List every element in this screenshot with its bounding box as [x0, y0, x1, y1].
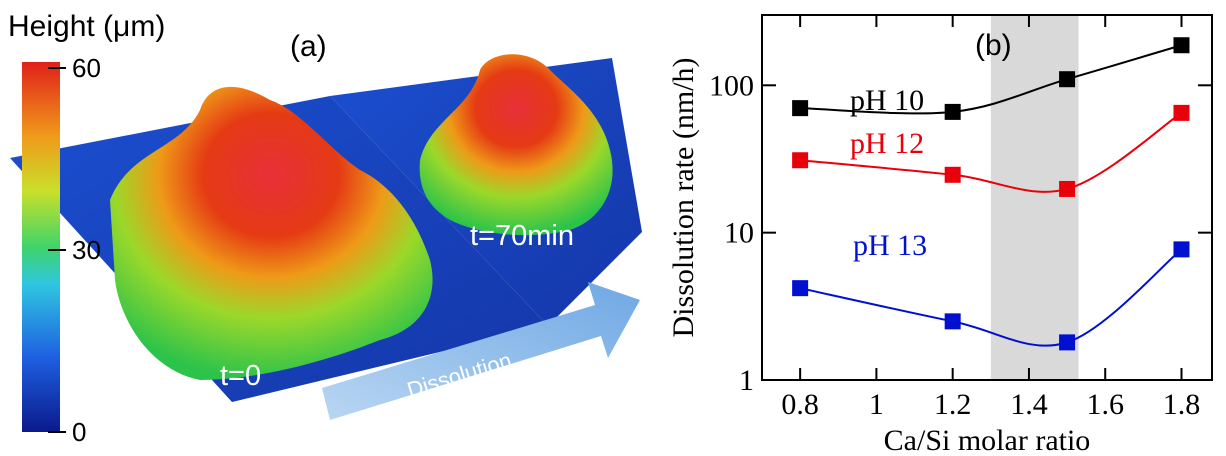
x-tick-label: 1.6 — [1086, 388, 1124, 421]
marker — [944, 313, 961, 330]
x-tick-label: 1.8 — [1163, 388, 1201, 421]
mound-after — [419, 54, 613, 236]
series-line — [800, 112, 1183, 193]
series-label: pH 10 — [850, 84, 924, 117]
y-tick-label: 10 — [724, 217, 754, 250]
colorbar-tick-label: 60 — [72, 53, 101, 83]
marker — [1059, 180, 1076, 197]
x-tick-label: 1 — [869, 388, 884, 421]
y-axis-label: Dissolution rate (nm/h) — [667, 58, 700, 338]
panel-label: (b) — [975, 29, 1012, 62]
y-tick-label: 1 — [739, 364, 754, 397]
marker — [944, 103, 961, 120]
time-label: t=70min — [470, 220, 574, 252]
colorbar — [22, 62, 60, 432]
series-line — [800, 44, 1182, 115]
series-line — [799, 248, 1183, 347]
dissolution-arrow — [322, 282, 640, 420]
shaded-region — [990, 15, 1079, 380]
marker — [792, 100, 809, 117]
series-label: pH 12 — [850, 127, 924, 160]
marker — [1059, 334, 1076, 351]
panel-a-image — [10, 54, 642, 432]
plot-frame — [761, 14, 1213, 381]
colorbar-tick-label: 0 — [72, 417, 86, 447]
marker — [1173, 104, 1190, 121]
marker — [1173, 37, 1190, 54]
marker — [792, 280, 809, 297]
marker — [944, 166, 961, 183]
series-label: pH 13 — [853, 229, 927, 262]
marker — [792, 152, 809, 169]
x-tick-label: 0.8 — [781, 388, 819, 421]
colorbar-tick-label: 30 — [72, 235, 101, 265]
mound-before — [110, 86, 433, 381]
x-tick-label: 1.2 — [934, 388, 972, 421]
panel-label: (a) — [290, 30, 327, 63]
colorbar-title: Height (μm) — [8, 10, 165, 43]
y-tick-label: 100 — [709, 69, 754, 102]
x-axis-label: Ca/Si molar ratio — [884, 424, 1091, 456]
marker — [1059, 71, 1076, 88]
time-label: t=0 — [220, 360, 261, 392]
x-tick-label: 1.4 — [1010, 388, 1048, 421]
marker — [1173, 241, 1190, 258]
